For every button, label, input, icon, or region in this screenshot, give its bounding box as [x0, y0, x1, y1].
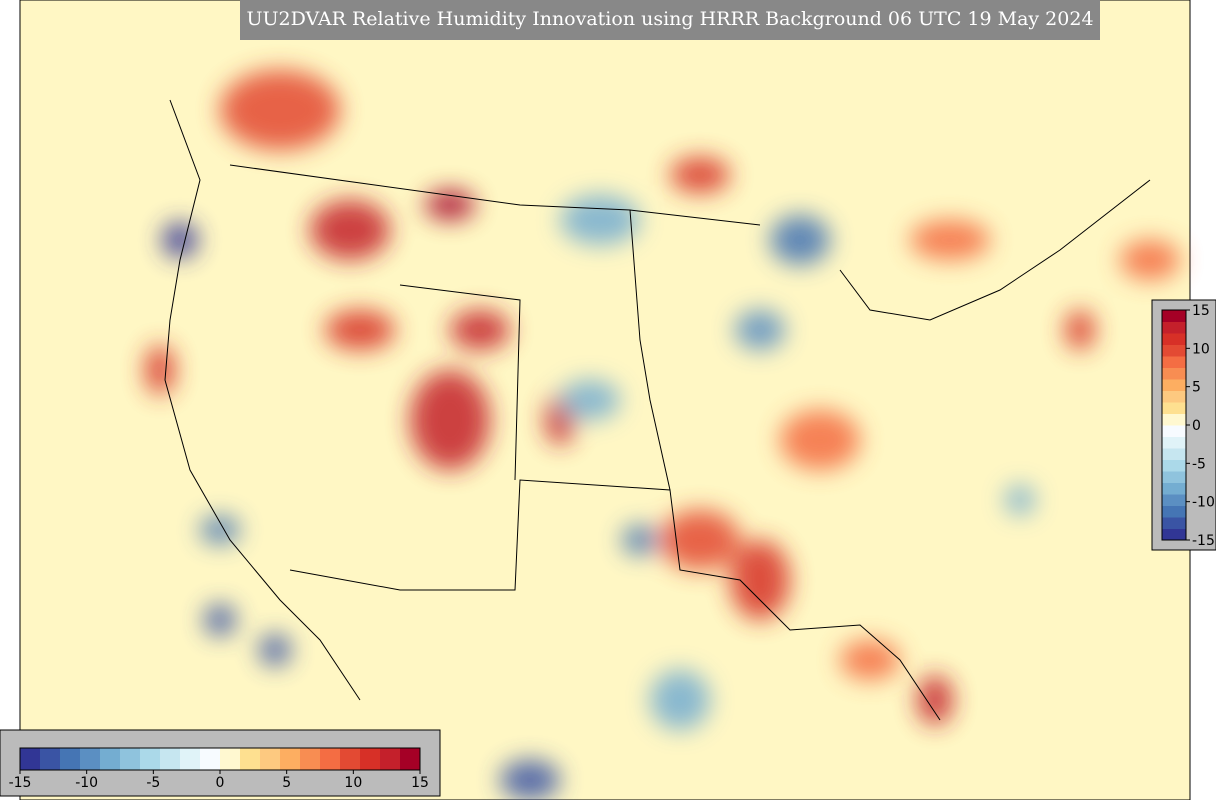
colorbar-swatch — [1162, 367, 1186, 380]
colorbar-tick-label: -15 — [1192, 533, 1215, 549]
colorbar-tick-label: 15 — [1192, 303, 1210, 319]
colorbar-tick-label: 0 — [1192, 418, 1201, 434]
colorbar-swatch — [1162, 310, 1186, 322]
colorbar-tick-label: 0 — [216, 775, 225, 791]
colorbar-swatch — [100, 748, 121, 770]
colorbar-tick-label: -15 — [9, 775, 32, 791]
colorbar-tick-label: 15 — [411, 775, 429, 791]
colorbar-tick-label: -5 — [146, 775, 160, 791]
colorbar-tick-label: 5 — [1192, 380, 1201, 396]
colorbar-swatch — [1162, 505, 1186, 518]
colorbar-swatch — [400, 748, 421, 770]
colorbar-swatch — [260, 748, 281, 770]
colorbar-swatch — [1162, 379, 1186, 391]
colorbar-swatch — [1162, 413, 1186, 426]
colorbar-swatch — [40, 748, 61, 770]
colorbar-swatch — [360, 748, 381, 770]
colorbar-swatch — [180, 748, 201, 770]
colorbar-swatch — [1162, 471, 1186, 483]
colorbar-tick-label: -10 — [75, 775, 98, 791]
map-title: UU2DVAR Relative Humidity Innovation usi… — [246, 8, 1093, 30]
colorbar-swatch — [160, 748, 181, 770]
colorbar-swatch — [1162, 528, 1186, 541]
colorbar-tick-label: 10 — [1192, 341, 1210, 357]
colorbar-swatch — [1162, 517, 1186, 529]
colorbar-tick-label: 10 — [344, 775, 362, 791]
colorbar-swatch — [220, 748, 241, 770]
colorbar-swatch — [380, 748, 401, 770]
colorbar-swatch — [1162, 321, 1186, 334]
colorbar-swatch — [1162, 482, 1186, 495]
colorbar-swatch — [1162, 448, 1186, 460]
colorbar-swatch — [320, 748, 341, 770]
colorbar-swatch — [1162, 402, 1186, 414]
colorbar-swatch — [1162, 494, 1186, 506]
colorbar-tick-label: 5 — [282, 775, 291, 791]
colorbar-swatch — [200, 748, 221, 770]
colorbar-swatch — [1162, 436, 1186, 449]
colorbar-swatch — [1162, 425, 1186, 437]
colorbar-swatch — [1162, 356, 1186, 368]
field-pattern — [145, 70, 1180, 800]
colorbar-swatch — [1162, 344, 1186, 357]
colorbar-swatch — [140, 748, 161, 770]
colorbar-swatch — [340, 748, 361, 770]
colorbar-swatch — [120, 748, 141, 770]
colorbar-swatch — [300, 748, 321, 770]
colorbar-swatch — [1162, 390, 1186, 403]
colorbar-swatch — [1162, 459, 1186, 472]
colorbar-swatch — [240, 748, 261, 770]
colorbar-tick-label: -5 — [1192, 456, 1206, 472]
colorbar-tick-label: -10 — [1192, 495, 1215, 511]
colorbar-swatch — [1162, 333, 1186, 345]
colorbar-swatch — [20, 748, 41, 770]
colorbar-swatch — [60, 748, 81, 770]
colorbar-swatch — [80, 748, 101, 770]
colorbar-swatch — [280, 748, 301, 770]
boundaries — [164, 99, 1151, 721]
title-box — [240, 0, 1100, 40]
